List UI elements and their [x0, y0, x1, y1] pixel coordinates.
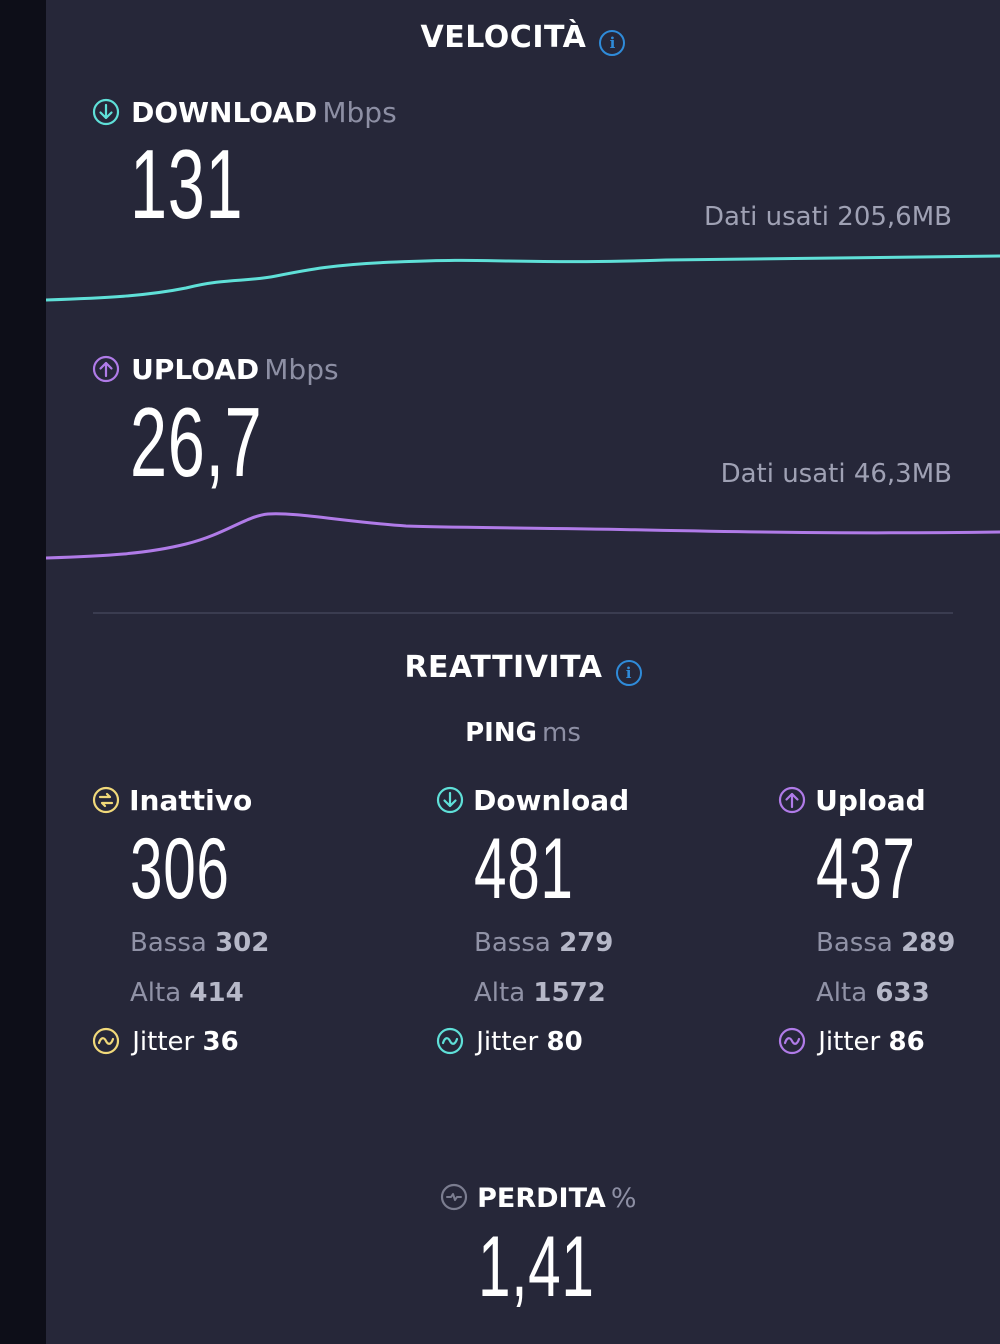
upload-value: 26,7: [130, 387, 263, 497]
ping-download-header: Download: [436, 784, 716, 817]
upload-icon: [778, 786, 806, 814]
idle-header: Inattivo: [92, 784, 372, 817]
upload-label: UPLOAD: [131, 353, 260, 386]
upload-icon: [92, 355, 120, 383]
ping-upload-low: Bassa 289: [816, 928, 956, 958]
upload-unit: Mbps: [264, 353, 339, 386]
ping-upload-label: Upload: [815, 784, 926, 817]
speed-title: VELOCITÀ: [420, 20, 587, 55]
upload-header: UPLOAD Mbps: [92, 353, 339, 386]
download-icon: [436, 786, 464, 814]
ping-upload-high: Alta 633: [816, 978, 930, 1008]
idle-low: Bassa 302: [130, 928, 270, 958]
ping-download-value: 481: [474, 821, 574, 917]
idle-label: Inattivo: [129, 784, 253, 817]
info-icon[interactable]: i: [615, 659, 642, 686]
download-icon: [92, 98, 120, 126]
loss-value: 1,41: [478, 1219, 595, 1315]
section-divider: [93, 612, 953, 614]
upload-data-used: Dati usati 46,3MB: [720, 459, 952, 489]
download-unit: Mbps: [322, 96, 397, 129]
ping-download-jitter: Jitter 80: [436, 1027, 583, 1057]
idle-high: Alta 414: [130, 978, 244, 1008]
loss-header: PERDITA %: [440, 1183, 637, 1214]
idle-jitter: Jitter 36: [92, 1027, 239, 1057]
left-strip: [0, 0, 46, 1344]
jitter-icon: [92, 1027, 120, 1055]
ping-column-upload: Upload: [778, 784, 998, 817]
idle-icon: [92, 786, 120, 814]
info-icon[interactable]: i: [599, 29, 626, 56]
ping-download-low: Bassa 279: [474, 928, 614, 958]
speed-header: VELOCITÀ i: [0, 20, 1000, 56]
download-value: 131: [130, 129, 244, 239]
responsiveness-title: REATTIVITA: [404, 650, 603, 685]
ping-upload-jitter: Jitter 86: [778, 1027, 925, 1057]
download-graph: [46, 254, 1000, 302]
download-header: DOWNLOAD Mbps: [92, 96, 397, 129]
ping-label: PING: [465, 718, 537, 748]
ping-download-high: Alta 1572: [474, 978, 606, 1008]
jitter-icon: [436, 1027, 464, 1055]
loss-icon: [440, 1183, 468, 1211]
download-data-used: Dati usati 205,6MB: [704, 202, 952, 232]
download-label: DOWNLOAD: [131, 96, 318, 129]
loss-unit: %: [610, 1183, 637, 1214]
responsiveness-header: REATTIVITA i: [0, 650, 1000, 686]
ping-upload-value: 437: [816, 821, 916, 917]
ping-header: PING ms: [0, 718, 1000, 748]
ping-column-download: Download: [436, 784, 716, 817]
jitter-icon: [778, 1027, 806, 1055]
loss-label: PERDITA: [477, 1183, 606, 1214]
ping-download-label: Download: [473, 784, 630, 817]
idle-value: 306: [130, 821, 230, 917]
ping-upload-header: Upload: [778, 784, 998, 817]
ping-unit: ms: [542, 718, 581, 748]
upload-graph: [46, 512, 1000, 560]
ping-column-idle: Inattivo: [92, 784, 372, 817]
